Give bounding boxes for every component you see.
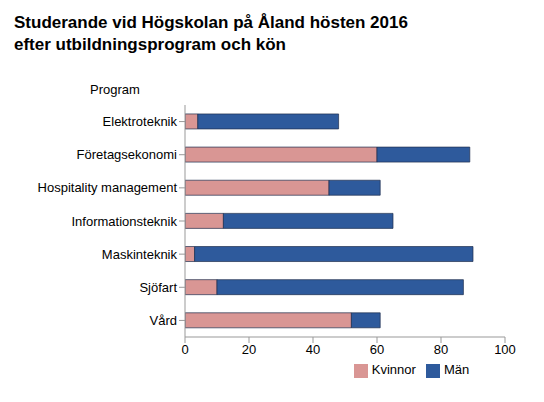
svg-text:100: 100 [494, 342, 516, 357]
svg-text:60: 60 [370, 342, 384, 357]
svg-text:0: 0 [181, 342, 188, 357]
svg-text:Elektroteknik: Elektroteknik [103, 114, 178, 129]
html-text:Studerande vid Högskolan på Ål: Studerande vid Högskolan på Åland hösten… [14, 13, 408, 54]
svg-text:40: 40 [306, 342, 320, 357]
html-text:Kvinnor: Kvinnor [371, 362, 416, 377]
svg-text:20: 20 [242, 342, 256, 357]
svg-text:Vård: Vård [150, 313, 177, 328]
svg-text:Företagsekonomi: Företagsekonomi [77, 147, 178, 162]
svg-text:80: 80 [434, 342, 448, 357]
svg-text:Informationsteknik: Informationsteknik [72, 214, 178, 229]
svg-text:Maskinteknik: Maskinteknik [102, 247, 178, 262]
svg-text:Sjöfart: Sjöfart [139, 280, 177, 295]
html-text:Män: Män [443, 362, 470, 377]
svg-text:Hospitality management: Hospitality management [38, 180, 178, 195]
html-text:Program: Program [90, 82, 140, 97]
